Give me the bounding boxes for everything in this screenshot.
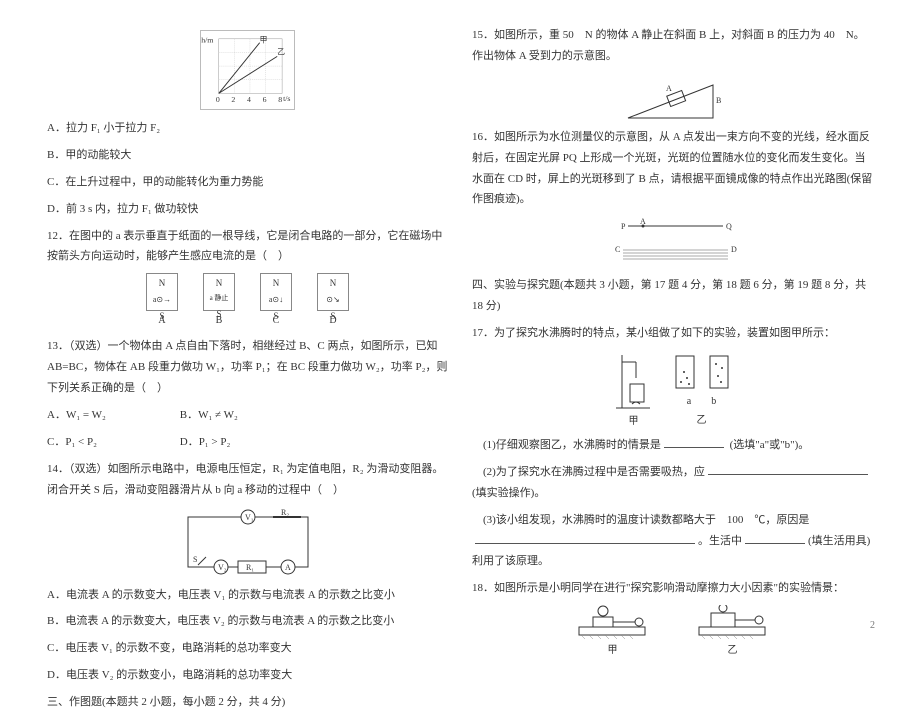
q11-opt-a: A．拉力 F₁ 小于拉力 F₂ [47,118,448,139]
svg-text:S: S [193,555,197,564]
svg-text:4: 4 [247,95,251,104]
question-16: 16．如图所示为水位测量仪的示意图，从 A 点发出一束方向不变的光线，经水面反射… [472,127,873,211]
svg-text:V₁: V₁ [245,513,254,522]
svg-text:2: 2 [231,95,235,104]
svg-text:0: 0 [216,95,220,104]
question-13: 13．（双选）一个物体由 A 点自由下落时，相继经过 B、C 两点，如图所示，已… [47,336,448,399]
q14-opt-a: A．电流表 A 的示数变大，电压表 V₁ 的示数与电流表 A 的示数之比变小 [47,585,448,606]
q14-opt-b: B．电流表 A 的示数变大，电压表 V₂ 的示数与电流表 A 的示数之比变小 [47,611,448,632]
q17-apparatus: 甲 ab 乙 [472,350,873,431]
section-3-title: 三、作图题(本题共 2 小题，每小题 2 分，共 4 分) [47,692,448,713]
q14-opt-d: D．电压表 V₂ 的示数变小，电路消耗的总功率变大 [47,665,448,686]
svg-text:h/m: h/m [201,36,213,45]
q15-slope: A B [618,73,728,123]
svg-text:A: A [666,84,672,93]
svg-text:C: C [615,245,620,254]
svg-text:甲: 甲 [260,36,268,45]
svg-text:8: 8 [278,95,282,104]
q13-opts-row1: A．W₁ = W₂ B．W₁ ≠ W₂ [47,405,448,426]
q14-circuit: V₁ V₂ A R₁ R₂ S [173,507,323,579]
svg-text:A: A [640,217,646,226]
svg-text:P: P [621,222,626,231]
question-17: 17．为了探究水沸腾时的特点，某小组做了如下的实验，装置如图甲所示： [472,323,873,344]
q11-opt-d: D．前 3 s 内，拉力 F₁ 做功较快 [47,199,448,220]
question-18: 18．如图所示是小明同学在进行"探究影响滑动摩擦力大小因素"的实验情景： [472,578,873,599]
q18-apparatus: 甲 乙 [472,605,873,660]
q11-opt-b: B．甲的动能较大 [47,145,448,166]
q17-sub1: (1)仔细观察图乙，水沸腾时的情景是 (选填"a"或"b")。 [472,435,873,456]
svg-text:D: D [731,245,737,254]
question-11-chart: h/m t/s 0 2 4 6 8 甲 乙 [200,30,295,110]
q16-diagram: P Q A C D [593,216,753,271]
svg-text:t/s: t/s [283,94,290,103]
section-4-title: 四、实验与探究题(本题共 3 小题，第 17 题 4 分，第 18 题 6 分，… [472,275,873,317]
svg-text:A: A [285,563,291,572]
svg-text:乙: 乙 [277,47,285,56]
svg-text:6: 6 [263,95,267,104]
q14-opt-c: C．电压表 V₁ 的示数不变，电路消耗的总功率变大 [47,638,448,659]
q17-sub2: (2)为了探究水在沸腾过程中是否需要吸热，应 (填实验操作)。 [472,462,873,504]
svg-text:R₂: R₂ [281,508,289,517]
page-number: 2 [870,616,875,635]
q13-opts-row2: C．P₁ < P₂ D．P₁ > P₂ [47,432,448,453]
question-15: 15．如图所示，重 50 N 的物体 A 静止在斜面 B 上，对斜面 B 的压力… [472,25,873,67]
svg-text:Q: Q [726,222,732,231]
q12-diagrams: Na⊙→SA Na 静止SB Na⊙↓SC N⊙↘SD [47,273,448,330]
svg-text:R₁: R₁ [246,563,254,572]
question-14: 14．（双选）如图所示电路中，电源电压恒定，R₁ 为定值电阻，R₂ 为滑动变阻器… [47,459,448,501]
q17-sub3: (3)该小组发现，水沸腾时的温度计读数都略大于 100 ℃，原因是 。生活中(填… [472,510,873,573]
question-12: 12．在图中的 a 表示垂直于纸面的一根导线，它是闭合电路的一部分，它在磁场中按… [47,226,448,268]
svg-text:B: B [716,96,721,105]
svg-text:V₂: V₂ [218,563,227,572]
q11-opt-c: C．在上升过程中，甲的动能转化为重力势能 [47,172,448,193]
